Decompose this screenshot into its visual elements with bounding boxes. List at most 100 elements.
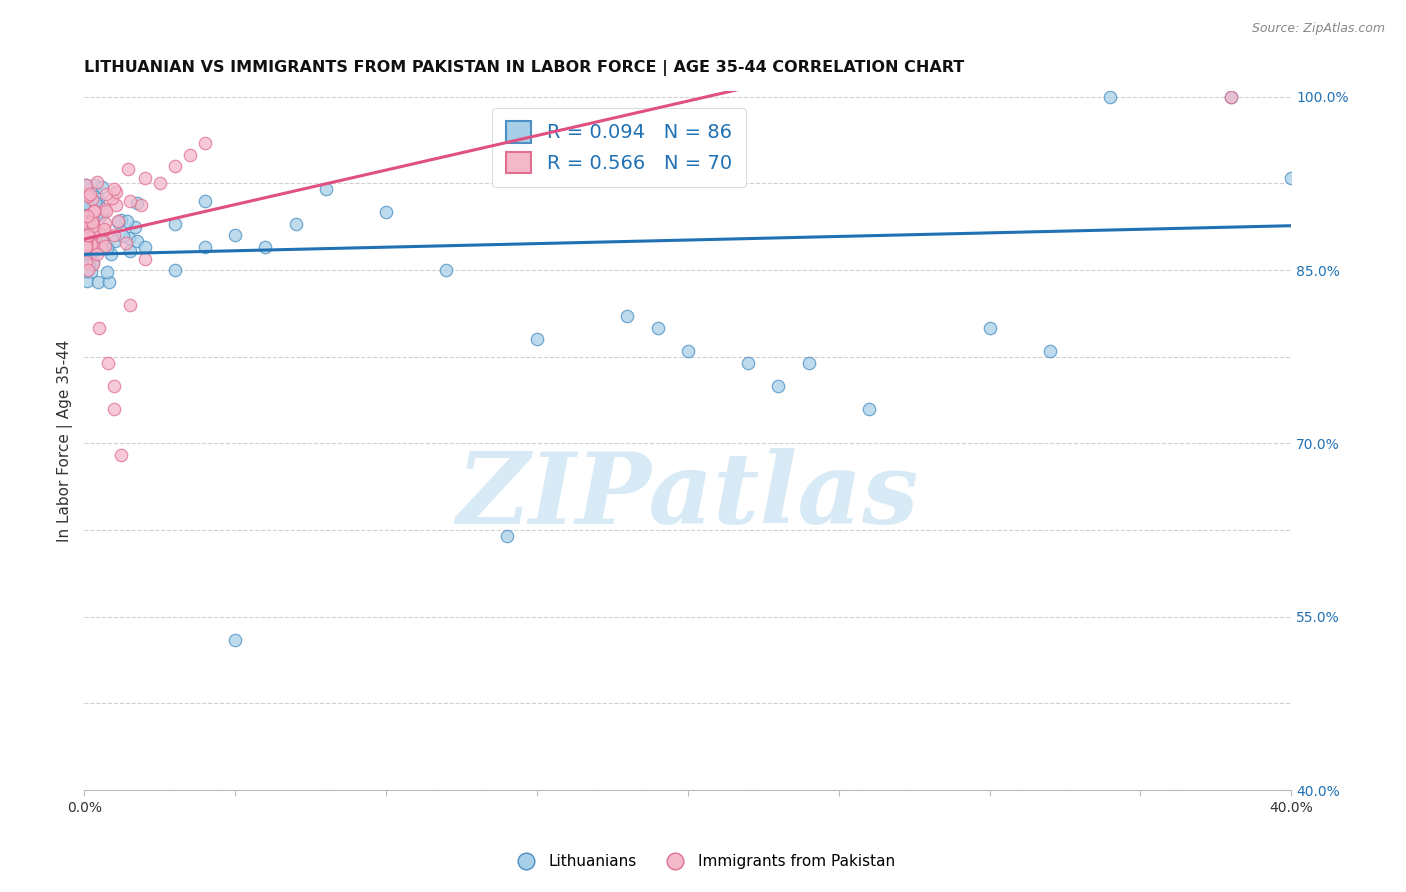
Point xyxy=(125,234,148,248)
Point xyxy=(76,216,98,230)
Point xyxy=(76,262,98,277)
Point xyxy=(75,240,97,254)
Point xyxy=(75,209,97,223)
Point xyxy=(134,170,156,185)
Point xyxy=(117,161,139,176)
Point xyxy=(737,355,759,369)
Point xyxy=(84,228,107,243)
Point xyxy=(163,263,186,277)
Point xyxy=(315,182,337,196)
Point xyxy=(75,236,97,251)
Point xyxy=(83,204,105,219)
Point xyxy=(87,199,110,213)
Point xyxy=(84,178,107,193)
Point xyxy=(77,216,100,230)
Point xyxy=(76,212,98,227)
Point xyxy=(82,219,104,233)
Point xyxy=(79,207,101,221)
Point xyxy=(93,235,115,250)
Point xyxy=(79,257,101,271)
Point xyxy=(80,215,103,229)
Point xyxy=(79,246,101,260)
Point xyxy=(76,231,98,245)
Point xyxy=(676,344,699,359)
Point xyxy=(75,213,97,227)
Text: LITHUANIAN VS IMMIGRANTS FROM PAKISTAN IN LABOR FORCE | AGE 35-44 CORRELATION CH: LITHUANIAN VS IMMIGRANTS FROM PAKISTAN I… xyxy=(84,60,965,76)
Point xyxy=(284,217,307,231)
Point xyxy=(127,195,149,210)
Point xyxy=(110,448,132,462)
Point xyxy=(105,198,128,212)
Point xyxy=(75,220,97,235)
Point xyxy=(254,240,277,254)
Point xyxy=(83,204,105,219)
Point xyxy=(87,225,110,239)
Point xyxy=(84,243,107,257)
Point xyxy=(105,186,128,200)
Point xyxy=(96,241,118,255)
Point xyxy=(103,227,125,242)
Text: ZIPatlas: ZIPatlas xyxy=(457,449,920,545)
Point xyxy=(79,230,101,244)
Point xyxy=(86,175,108,189)
Point xyxy=(194,240,217,254)
Text: Source: ZipAtlas.com: Source: ZipAtlas.com xyxy=(1251,22,1385,36)
Point xyxy=(77,232,100,246)
Point xyxy=(124,220,146,235)
Point xyxy=(79,186,101,201)
Point xyxy=(87,242,110,256)
Point xyxy=(76,199,98,213)
Point xyxy=(87,224,110,238)
Point xyxy=(75,263,97,277)
Point xyxy=(495,529,517,543)
Point xyxy=(79,229,101,244)
Legend: R = 0.094   N = 86, R = 0.566   N = 70: R = 0.094 N = 86, R = 0.566 N = 70 xyxy=(492,108,745,187)
Point xyxy=(94,187,117,202)
Point xyxy=(75,178,97,192)
Point xyxy=(107,215,129,229)
Point xyxy=(179,147,201,161)
Point xyxy=(94,202,117,216)
Point xyxy=(90,180,112,194)
Point xyxy=(1220,90,1243,104)
Point xyxy=(76,235,98,249)
Point xyxy=(1039,344,1062,359)
Point xyxy=(76,232,98,246)
Point xyxy=(76,274,98,288)
Point xyxy=(647,321,669,335)
Point xyxy=(75,212,97,227)
Point xyxy=(107,214,129,228)
Point xyxy=(93,223,115,237)
Point xyxy=(77,213,100,227)
Point xyxy=(82,239,104,253)
Point xyxy=(82,212,104,227)
Point xyxy=(979,321,1001,335)
Point xyxy=(93,239,115,253)
Point xyxy=(163,217,186,231)
Point xyxy=(616,310,638,324)
Point xyxy=(111,229,134,244)
Point xyxy=(76,194,98,209)
Point xyxy=(103,182,125,196)
Point xyxy=(76,184,98,198)
Point xyxy=(87,222,110,236)
Point xyxy=(115,214,138,228)
Point xyxy=(75,255,97,269)
Point xyxy=(1220,90,1243,104)
Point xyxy=(375,205,398,219)
Point xyxy=(75,193,97,207)
Point xyxy=(84,194,107,209)
Point xyxy=(75,239,97,253)
Legend: Lithuanians, Immigrants from Pakistan: Lithuanians, Immigrants from Pakistan xyxy=(505,848,901,875)
Point xyxy=(83,236,105,251)
Point xyxy=(93,222,115,236)
Point xyxy=(79,219,101,234)
Point xyxy=(93,216,115,230)
Point xyxy=(76,212,98,227)
Point xyxy=(76,209,98,223)
Point xyxy=(129,197,152,211)
Point xyxy=(118,298,141,312)
Point xyxy=(118,194,141,208)
Point xyxy=(75,218,97,232)
Point xyxy=(75,227,97,242)
